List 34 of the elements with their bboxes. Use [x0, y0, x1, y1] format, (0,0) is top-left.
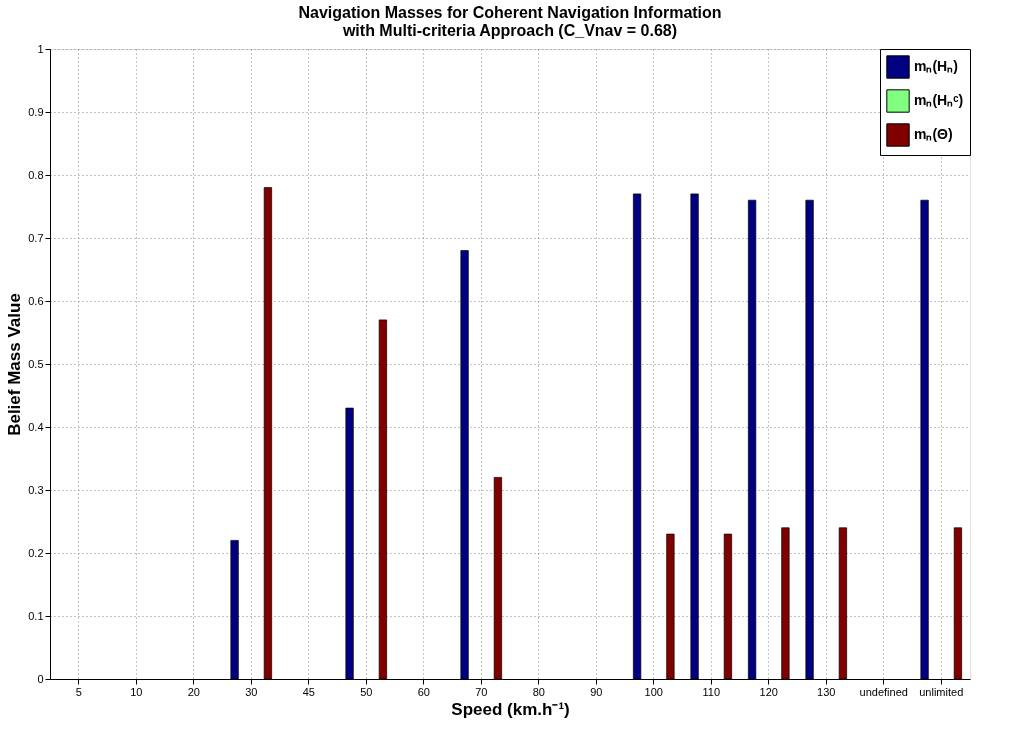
x-tick-label: 70: [475, 685, 488, 698]
legend-label: mₙ(Θ): [914, 126, 953, 142]
x-tick-label: 100: [644, 685, 663, 698]
y-tick-label: 0.3: [28, 483, 44, 496]
y-tick-label: 1: [37, 42, 44, 55]
y-tick-label: 0.9: [28, 105, 44, 118]
x-tick-label: 130: [817, 685, 836, 698]
y-tick-label: 0.1: [28, 609, 44, 622]
y-tick-label: 0.2: [28, 546, 44, 559]
legend-label: mₙ(Hₙᶜ): [914, 92, 964, 108]
x-tick-label: undefined: [859, 685, 908, 698]
chart-subtitle: with Multi-criteria Approach (C_Vnav = 0.68): [341, 22, 678, 39]
x-tick-label: 5: [75, 685, 82, 698]
y-tick-label: 0.5: [28, 357, 44, 370]
x-tick-label: 45: [302, 685, 315, 698]
y-tick-label: 0: [37, 672, 44, 685]
x-tick-label: 90: [590, 685, 603, 698]
x-axis-title: Speed (km.h⁻¹): [451, 699, 570, 719]
x-tick-label: 20: [187, 685, 200, 698]
legend-label: mₙ(Hₙ): [914, 58, 958, 74]
x-tick-label: 60: [417, 685, 430, 698]
y-tick-label: 0.8: [28, 168, 44, 181]
x-tick-label: 80: [532, 685, 545, 698]
x-tick-label: unlimited: [919, 685, 964, 698]
y-tick-label: 0.4: [28, 420, 44, 433]
y-tick-label: 0.7: [28, 231, 44, 244]
x-tick-label: 50: [360, 685, 373, 698]
y-axis-title: Belief Mass Value: [5, 293, 25, 436]
x-tick-label: 30: [245, 685, 258, 698]
x-tick-label: 110: [702, 685, 721, 698]
x-tick-label: 120: [759, 685, 778, 698]
x-tick-label: 10: [130, 685, 143, 698]
y-tick-label: 0.6: [28, 294, 44, 307]
chart-title: Navigation Masses for Coherent Navigation Information: [298, 4, 722, 21]
